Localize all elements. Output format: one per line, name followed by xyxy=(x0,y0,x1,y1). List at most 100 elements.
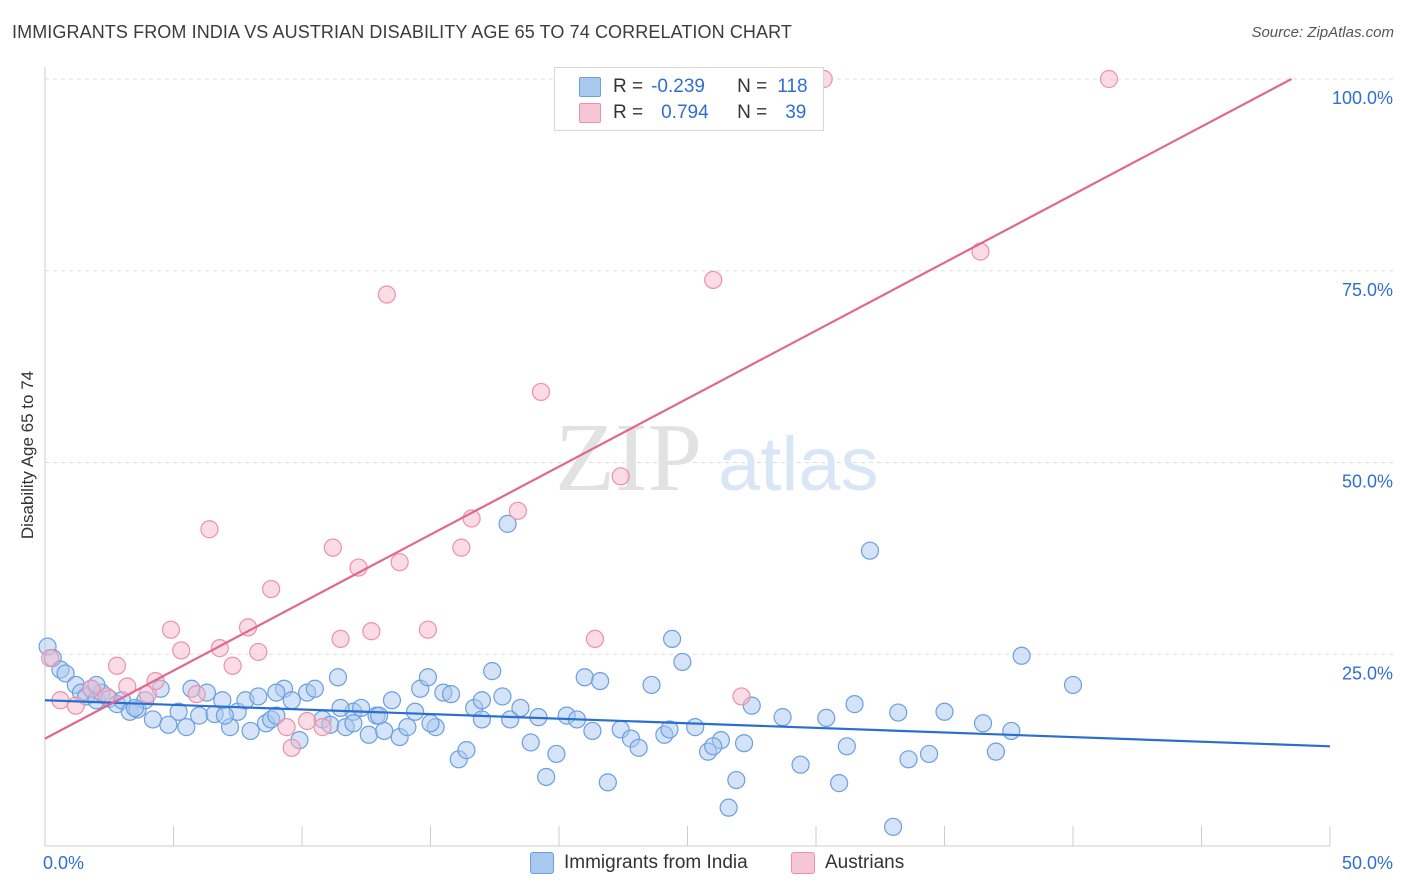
india-point xyxy=(352,698,371,718)
india-point xyxy=(686,718,705,737)
india-point xyxy=(973,714,993,733)
india-point xyxy=(344,714,363,733)
india-point xyxy=(472,691,491,710)
austrians-point xyxy=(277,718,296,737)
india-point xyxy=(375,721,394,741)
india-point xyxy=(575,668,594,687)
india-point xyxy=(441,685,461,704)
india-point xyxy=(1063,675,1083,695)
austrians-point xyxy=(107,656,127,675)
austrians-trendline xyxy=(44,78,1292,740)
austrians-point xyxy=(418,620,438,639)
series-india-points xyxy=(38,514,1083,836)
austrians-point xyxy=(172,641,191,660)
india-point xyxy=(598,773,617,792)
legend-r-value: 0.794 xyxy=(661,102,709,123)
india-point xyxy=(883,817,903,836)
india-point xyxy=(704,737,723,756)
india-point xyxy=(830,774,849,793)
austrians-point xyxy=(390,553,409,572)
austrians-point xyxy=(282,738,301,757)
austrians-point xyxy=(1099,69,1119,89)
austrians-point xyxy=(313,718,332,737)
india-point xyxy=(241,721,260,741)
india-point xyxy=(537,767,556,787)
india-point xyxy=(521,733,540,752)
austrians-point xyxy=(223,656,242,675)
india-point xyxy=(837,737,856,756)
y-tick-label: 100.0% xyxy=(1332,88,1393,108)
india-point xyxy=(331,698,350,718)
austrians-point xyxy=(732,687,751,706)
austrians-point xyxy=(585,629,605,649)
chart-title: IMMIGRANTS FROM INDIA VS AUSTRIAN DISABI… xyxy=(12,22,793,42)
austrians-point xyxy=(331,629,350,649)
india-point xyxy=(143,710,163,729)
austrians-point xyxy=(82,679,101,698)
india-point xyxy=(125,698,145,718)
y-tick-label: 50.0% xyxy=(1342,472,1393,492)
legend-n-label: N = xyxy=(737,76,768,97)
austrians-point xyxy=(611,467,630,486)
legend-r-label: R = xyxy=(613,102,644,123)
india-point xyxy=(817,708,836,728)
india-point xyxy=(159,715,178,734)
austrians-point xyxy=(200,520,219,539)
india-point xyxy=(215,706,234,725)
austrians-point xyxy=(262,579,281,599)
india-point xyxy=(583,721,602,741)
watermark: ZIP atlas xyxy=(555,404,879,512)
india-point xyxy=(267,706,286,725)
bottom-legend-india: Immigrants from India xyxy=(530,852,748,874)
india-point xyxy=(382,691,402,710)
india-point xyxy=(190,706,209,725)
austrians-point xyxy=(531,382,551,402)
india-point xyxy=(642,675,661,695)
india-point xyxy=(860,541,880,560)
legend-swatch-india xyxy=(579,77,601,97)
austrians-point xyxy=(66,696,85,715)
legend-row-austrians: R = 0.794 N = 39 xyxy=(579,101,806,125)
india-point xyxy=(986,742,1006,761)
india-point xyxy=(662,629,682,649)
austrians-point xyxy=(704,270,723,290)
india-point xyxy=(845,695,864,714)
india-point xyxy=(370,706,389,725)
india-point xyxy=(547,744,566,764)
austrians-point xyxy=(323,538,342,557)
india-point xyxy=(421,714,440,733)
india-point xyxy=(1002,721,1021,741)
source-credit: Source: ZipAtlas.com xyxy=(1251,24,1394,41)
india-point xyxy=(919,744,939,764)
india-point xyxy=(498,514,517,533)
india-point xyxy=(282,691,301,710)
tick-labels: 25.0% 50.0% 75.0% 100.0% 0.0% 50.0% xyxy=(43,88,1393,873)
bottom-legend-label-austrians: Austrians xyxy=(825,852,905,873)
austrians-point xyxy=(452,538,471,557)
india-point xyxy=(734,734,754,753)
india-point xyxy=(719,798,738,817)
y-tick-label: 25.0% xyxy=(1342,663,1393,683)
series-austrians-points xyxy=(41,69,1119,757)
india-point xyxy=(791,755,810,774)
legend-row-india: R = -0.239 N = 118 xyxy=(579,75,808,99)
india-point xyxy=(773,708,792,727)
legend-n-value: 118 xyxy=(777,76,808,97)
legend-n-value: 39 xyxy=(785,102,807,123)
india-point xyxy=(56,664,75,683)
india-point xyxy=(591,671,610,691)
austrians-point xyxy=(41,648,60,668)
india-point xyxy=(483,662,502,681)
india-trendline xyxy=(44,699,1331,748)
y-axis-label: Disability Age 65 to 74 xyxy=(18,371,37,539)
y-tick-label: 75.0% xyxy=(1342,280,1393,300)
x-tick-label: 0.0% xyxy=(43,853,84,873)
india-point xyxy=(457,741,476,760)
india-point xyxy=(727,770,746,790)
india-point xyxy=(267,683,286,702)
bottom-legend-swatch-austrians xyxy=(791,852,815,874)
gridlines xyxy=(45,78,1395,655)
india-point xyxy=(398,718,417,737)
india-point xyxy=(629,738,648,757)
india-point xyxy=(472,710,491,729)
